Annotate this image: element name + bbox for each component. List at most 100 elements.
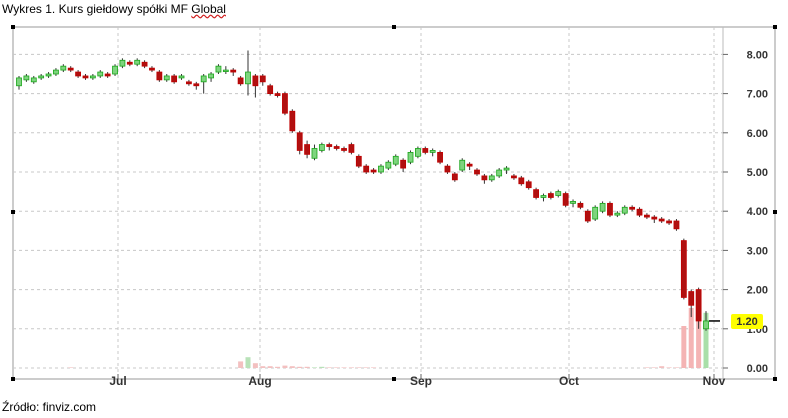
candle-body: [89, 75, 96, 79]
candle-body: [577, 202, 584, 208]
plot-frame: [12, 26, 776, 380]
volume-bar: [68, 367, 74, 368]
volume-bar: [681, 326, 687, 368]
volume-bar: [651, 367, 657, 368]
candle-body: [680, 240, 687, 298]
candle-body: [688, 291, 695, 306]
candle-body: [540, 195, 547, 198]
volume-bar: [696, 317, 702, 368]
candle-body: [525, 181, 532, 189]
volume-bar: [282, 365, 288, 368]
candle-body: [156, 71, 163, 81]
y-tick-label: 5.00: [747, 167, 768, 179]
candle-body: [378, 165, 384, 173]
candle-body: [193, 83, 200, 87]
candle-body: [466, 163, 473, 167]
candle-body: [607, 202, 613, 216]
candle-body: [451, 173, 458, 181]
candle-body: [112, 65, 118, 75]
candle-body: [282, 93, 288, 114]
volume-bar: [326, 367, 332, 368]
candle-body: [333, 146, 340, 149]
candle-body: [259, 75, 266, 83]
candle-body: [673, 220, 680, 230]
candle-body: [245, 71, 251, 85]
candle-body: [171, 75, 178, 83]
volume-bar: [334, 367, 340, 368]
y-tick-label: 3.00: [747, 245, 768, 257]
candle-body: [666, 220, 672, 224]
volume-bar: [659, 366, 665, 368]
candle-body: [222, 69, 229, 72]
candle-body: [547, 193, 554, 198]
candle-body: [296, 132, 303, 151]
candle-body: [75, 71, 81, 77]
frame-mark: [392, 25, 396, 29]
candle-body: [267, 85, 274, 95]
x-tick-label: Oct: [559, 374, 579, 388]
candle-body: [311, 148, 318, 159]
candle-body: [119, 59, 126, 67]
candle-body: [97, 71, 104, 77]
candle-body: [149, 67, 155, 71]
candle-body: [592, 206, 599, 220]
y-tick-label: 8.00: [747, 49, 768, 61]
candle-body: [621, 206, 628, 214]
volume-bar: [289, 366, 295, 368]
volume-bar: [297, 366, 303, 368]
y-tick-label: 6.00: [747, 128, 768, 140]
candle-body: [422, 148, 429, 153]
candle-body: [562, 193, 569, 206]
candle-body: [16, 77, 22, 87]
volume-bar: [673, 367, 679, 368]
candle-body: [392, 155, 399, 165]
candles: [16, 50, 709, 331]
candle-body: [488, 175, 495, 181]
candle-body: [326, 144, 333, 147]
candle-body: [496, 169, 503, 177]
frame-corner-marks: [11, 25, 777, 381]
candle-body: [474, 169, 480, 175]
volume-bar: [341, 367, 347, 368]
candle-body: [230, 69, 237, 73]
frame-mark: [773, 25, 777, 29]
candle-body: [459, 159, 466, 171]
candle-body: [363, 165, 370, 173]
volume-bar: [371, 367, 377, 368]
candle-body: [644, 214, 650, 218]
candle-body: [104, 73, 111, 77]
candle-body: [370, 169, 377, 173]
frame-mark: [773, 377, 777, 381]
candle-body: [437, 151, 443, 163]
candle-body: [23, 75, 30, 81]
candle-body: [237, 77, 244, 85]
volume-bar: [267, 366, 273, 368]
volume-bar: [304, 366, 310, 368]
volume-bar: [363, 367, 369, 368]
y-tick-label: 2.00: [747, 285, 768, 297]
candle-body: [126, 61, 133, 65]
candle-body: [658, 218, 665, 222]
candle-body: [400, 159, 407, 169]
candle-body: [141, 61, 148, 67]
candle-body: [318, 144, 325, 151]
candle-body: [134, 59, 141, 65]
candle-body: [30, 77, 37, 83]
y-tick-label: 7.00: [747, 89, 768, 101]
volume-bar: [252, 363, 258, 368]
candle-body: [200, 75, 207, 83]
y-tick-label: 0.00: [747, 363, 768, 375]
caption-underlined-word: Global: [191, 2, 226, 16]
source-note: Źródło: finviz.com: [2, 400, 97, 414]
candle-body: [503, 167, 510, 171]
volume-bar: [245, 357, 251, 368]
candle-body: [584, 210, 591, 222]
candle-body: [481, 175, 488, 181]
candle-body: [695, 289, 702, 322]
frame-mark: [11, 377, 15, 381]
volume-bar: [356, 367, 362, 368]
volume-bars: [68, 308, 709, 368]
candle-body: [355, 155, 362, 167]
x-tick-label: Aug: [248, 374, 271, 388]
